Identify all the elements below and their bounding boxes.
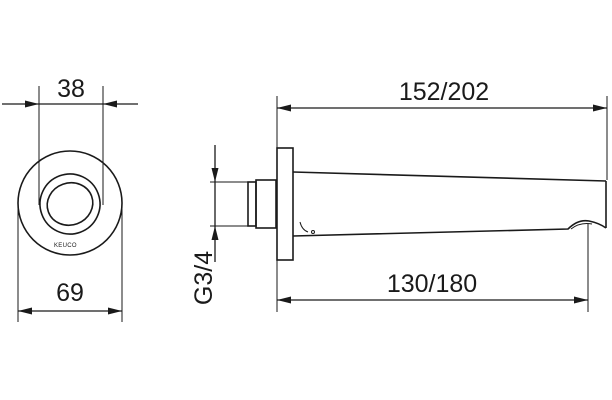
arrow-head [277, 296, 291, 304]
arrow-head [211, 226, 219, 240]
front-view: 38 KEUCO 69 [2, 75, 138, 322]
arrow-head [25, 100, 39, 108]
brand-logo: KEUCO [54, 243, 77, 249]
outlet-outer-ring [39, 173, 101, 235]
dim-label-152-202: 152/202 [399, 78, 489, 106]
dim-spout-length: 130/180 [276, 224, 589, 312]
outlet-inner-ring [46, 181, 94, 227]
dim-total-length: 152/202 [276, 78, 608, 180]
arrow-head [574, 296, 588, 304]
rosette-outer [17, 150, 123, 256]
side-view: 152/202 G3/4 [190, 78, 608, 312]
spout-bottom-edge [292, 219, 607, 237]
thread-stub [247, 181, 257, 227]
dim-label-130-180: 130/180 [387, 270, 477, 298]
dim-label-69: 69 [56, 279, 84, 307]
arrow-head [593, 104, 607, 112]
dim-label-38: 38 [57, 75, 85, 103]
spout-inner-curve [299, 221, 309, 233]
dim-label-g3-4: G3/4 [190, 251, 218, 305]
dim-outer-diameter: 69 [17, 205, 123, 322]
arrow-head [18, 307, 32, 315]
spout-top-edge [292, 171, 607, 182]
arrow-head [211, 168, 219, 182]
arrow-head [108, 307, 122, 315]
dim-inner-diameter: 38 [2, 75, 138, 205]
spout-body [292, 171, 607, 237]
wall-rosette [276, 147, 294, 261]
dim-thread: G3/4 [190, 145, 250, 305]
connector-nut [255, 179, 277, 229]
arrow-head [277, 104, 291, 112]
set-screw [311, 230, 315, 234]
aerator-outline [570, 223, 593, 230]
arrow-head [103, 100, 117, 108]
